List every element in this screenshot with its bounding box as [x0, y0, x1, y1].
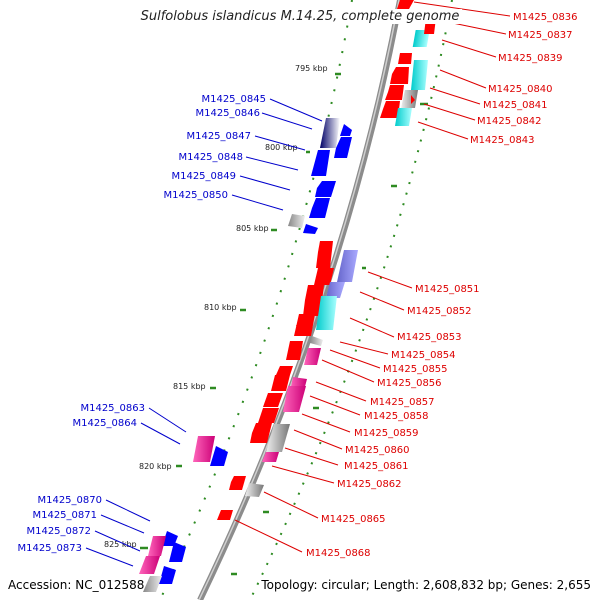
gene-feature [320, 118, 340, 148]
gene-label: M1425_0851 [415, 284, 480, 295]
gene-feature [310, 336, 323, 346]
topology-info: Topology: circular; Length: 2,608,832 bp… [261, 578, 591, 592]
gene-feature [148, 536, 166, 556]
gene-label: M1425_0843 [470, 135, 535, 146]
kbp-tick-label: 810 kbp [204, 303, 237, 312]
kbp-tick-label: 800 kbp [265, 143, 298, 152]
gene-feature [245, 483, 264, 497]
gene-feature [311, 150, 330, 176]
gene-feature [296, 325, 306, 336]
gene-label: M1425_0855 [383, 364, 448, 375]
gene-feature [263, 393, 283, 407]
gene-feature [304, 348, 321, 365]
plus-label-connectors [234, 1, 511, 553]
gene-label: M1425_0861 [344, 461, 409, 472]
gene-feature [401, 90, 418, 108]
gene-feature [217, 510, 233, 520]
gene-label: M1425_0864 [72, 418, 137, 429]
gene-label: M1425_0860 [345, 445, 410, 456]
kbp-tick-label: 820 kbp [139, 462, 172, 471]
kbp-tick-label: 795 kbp [295, 64, 328, 73]
gene-label: M1425_0871 [32, 510, 97, 521]
gene-feature [334, 137, 352, 158]
kbp-tick-label: 825 kbp [104, 540, 137, 549]
gene-feature [326, 282, 345, 298]
gene-label: M1425_0850 [163, 190, 228, 201]
gene-label: M1425_0845 [201, 94, 266, 105]
gene-label: M1425_0868 [306, 548, 371, 559]
gene-feature [385, 85, 404, 100]
minus-strand-genes [139, 118, 352, 592]
gene-label: M1425_0865 [321, 514, 386, 525]
gene-label: M1425_0840 [488, 84, 553, 95]
gene-label: M1425_0857 [370, 397, 435, 408]
gene-feature [210, 446, 228, 466]
kbp-tick-label: 805 kbp [236, 224, 269, 233]
gene-feature [390, 67, 409, 84]
gene-feature [303, 224, 318, 234]
gene-feature [139, 556, 160, 574]
gene-feature [262, 452, 279, 462]
gene-feature [288, 214, 305, 228]
gene-feature [337, 250, 358, 282]
gene-feature [316, 241, 333, 268]
gene-feature [258, 408, 279, 423]
gene-feature [286, 341, 303, 360]
gene-feature [169, 542, 186, 562]
gene-feature [193, 436, 215, 462]
gene-label: M1425_0853 [397, 332, 462, 343]
gene-feature [411, 60, 428, 90]
gene-label: M1425_0841 [483, 100, 548, 111]
gene-feature [309, 198, 330, 218]
gene-feature [395, 108, 412, 126]
gene-label: M1425_0846 [195, 108, 260, 119]
plus-strand-genes [217, 0, 436, 520]
gene-feature [266, 424, 290, 452]
gene-label: M1425_0858 [364, 411, 429, 422]
gene-feature [143, 576, 162, 592]
plus-strand-labels: M1425_0836 M1425_0837 M1425_0839 M1425_0… [306, 12, 578, 559]
map-title-text: Sulfolobus islandicus M.14.25, complete … [137, 9, 463, 24]
gene-label: M1425_0872 [26, 526, 91, 537]
kbp-scale: 795 kbp 800 kbp 805 kbp 810 kbp 815 kbp … [104, 64, 328, 549]
gene-feature [229, 476, 246, 490]
gene-label: M1425_0839 [498, 53, 563, 64]
kbp-tick-label: 815 kbp [173, 382, 206, 391]
accession-info: Accession: NC_012588 [8, 578, 145, 592]
gene-feature [315, 181, 336, 197]
gene-feature [340, 124, 352, 136]
gc-skew-ticks [140, 72, 428, 576]
gene-label: M1425_0836 [513, 12, 578, 23]
gene-feature [250, 423, 272, 443]
gene-feature [398, 53, 412, 64]
gene-feature [303, 285, 324, 316]
gene-label: M1425_0847 [186, 131, 251, 142]
gene-feature [276, 366, 293, 375]
gene-feature [397, 0, 414, 9]
gene-label: M1425_0863 [80, 403, 145, 414]
gene-label: M1425_0837 [508, 30, 573, 41]
gene-feature [159, 566, 176, 584]
gene-label: M1425_0852 [407, 306, 472, 317]
gene-label: M1425_0870 [37, 495, 102, 506]
gene-label: M1425_0862 [337, 479, 402, 490]
gene-feature [316, 296, 337, 330]
minus-label-connectors [85, 98, 323, 567]
gene-label: M1425_0842 [477, 116, 542, 127]
gene-feature [380, 101, 400, 118]
gene-label: M1425_0848 [178, 152, 243, 163]
gene-label: M1425_0873 [17, 543, 82, 554]
gene-feature [314, 268, 334, 285]
gene-feature [271, 375, 290, 391]
gene-label: M1425_0856 [377, 378, 442, 389]
map-title: Sulfolobus islandicus M.14.25, complete … [0, 9, 600, 24]
gene-feature [283, 386, 306, 412]
gene-label: M1425_0854 [391, 350, 456, 361]
gene-feature [412, 30, 430, 47]
gene-label: M1425_0859 [354, 428, 419, 439]
minus-strand-labels: M1425_0845 M1425_0846 M1425_0847 M1425_0… [17, 94, 266, 554]
gene-label: M1425_0849 [171, 171, 236, 182]
gene-feature [411, 95, 415, 104]
